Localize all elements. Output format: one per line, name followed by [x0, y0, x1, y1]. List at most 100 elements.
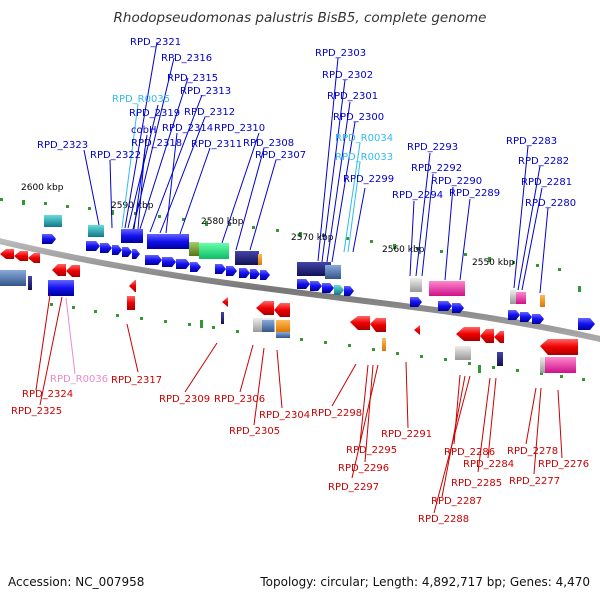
- gene-box: [325, 265, 341, 279]
- gene-arrow: [297, 279, 310, 289]
- gene-label[interactable]: RPD_2288: [418, 514, 469, 525]
- gene-arrow: [250, 269, 260, 279]
- gene-label[interactable]: RPD_2284: [463, 459, 514, 470]
- gene-label[interactable]: RPD_2286: [444, 447, 495, 458]
- gene-arrow: [28, 253, 40, 263]
- gene-label[interactable]: RPD_2282: [518, 156, 569, 167]
- gene-label[interactable]: RPD_2325: [11, 406, 62, 417]
- gene-label[interactable]: RPD_2293: [407, 142, 458, 153]
- gene-arrow: [520, 312, 532, 322]
- gene-label[interactable]: RPD_R0035: [112, 94, 170, 105]
- gene-label[interactable]: cobH: [131, 125, 156, 136]
- gene-box: [48, 280, 74, 296]
- gene-label[interactable]: RPD_R0036: [50, 374, 108, 385]
- gene-label[interactable]: RPD_R0033: [335, 152, 393, 163]
- gene-label[interactable]: RPD_2310: [214, 123, 265, 134]
- gene-arrow: [86, 241, 100, 251]
- gene-label[interactable]: RPD_2311: [191, 139, 242, 150]
- gene-label[interactable]: RPD_2285: [451, 478, 502, 489]
- gene-label[interactable]: RPD_2295: [346, 445, 397, 456]
- gene-arrow: [162, 257, 176, 267]
- gene-label[interactable]: RPD_2297: [328, 482, 379, 493]
- gene-label[interactable]: RPD_2319: [129, 108, 180, 119]
- forward-features: [42, 215, 595, 330]
- gene-label[interactable]: RPD_2300: [333, 112, 384, 123]
- gene-label[interactable]: RPD_2283: [506, 136, 557, 147]
- gene-label[interactable]: RPD_2322: [90, 150, 141, 161]
- gene-label[interactable]: RPD_2309: [159, 394, 210, 405]
- gene-label[interactable]: RPD_2276: [538, 459, 589, 470]
- gene-label[interactable]: RPD_2312: [184, 107, 235, 118]
- gene-box: [127, 296, 135, 310]
- gene-box: [121, 229, 143, 243]
- gene-box: [221, 312, 224, 324]
- gene-arrow: [239, 268, 250, 278]
- gene-arrow: [508, 310, 520, 320]
- gene-label[interactable]: RPD_2308: [243, 138, 294, 149]
- gene-label[interactable]: RPD_2287: [431, 496, 482, 507]
- gene-label[interactable]: RPD_2291: [381, 429, 432, 440]
- gene-arrow: [100, 243, 112, 253]
- gene-box: [455, 346, 471, 360]
- gene-label[interactable]: RPD_2294: [392, 190, 443, 201]
- gene-box: [497, 352, 503, 366]
- gene-label[interactable]: RPD_2315: [167, 73, 218, 84]
- gene-label[interactable]: RPD_2317: [111, 375, 162, 386]
- gene-label[interactable]: RPD_2280: [525, 198, 576, 209]
- gene-arrow: [310, 281, 322, 291]
- gene-label[interactable]: RPD_2313: [180, 86, 231, 97]
- genome-backbone: [0, 238, 600, 342]
- gene-label[interactable]: RPD_2278: [507, 446, 558, 457]
- gene-box: [540, 357, 545, 373]
- gene-label[interactable]: RPD_2298: [311, 408, 362, 419]
- gene-label[interactable]: RPD_2296: [338, 463, 389, 474]
- scale-mark-2570: 2570 kbp: [291, 233, 334, 243]
- gene-arrow: [350, 316, 370, 330]
- scale-mark-2600: 2600 kbp: [21, 183, 64, 193]
- gene-label[interactable]: RPD_2301: [327, 91, 378, 102]
- gene-label[interactable]: RPD_2305: [229, 426, 280, 437]
- gene-label[interactable]: RPD_2316: [161, 53, 212, 64]
- gene-box: [44, 215, 62, 227]
- gene-box: [262, 320, 274, 332]
- gene-label[interactable]: RPD_2307: [255, 150, 306, 161]
- gene-label[interactable]: RPD_2323: [37, 140, 88, 151]
- gene-label[interactable]: RPD_2321: [130, 37, 181, 48]
- gene-label[interactable]: RPD_2324: [22, 389, 73, 400]
- gene-label[interactable]: RPD_2289: [449, 188, 500, 199]
- gene-label[interactable]: RPD_2299: [343, 174, 394, 185]
- gene-box: [540, 295, 545, 307]
- scale-mark-2590: 2590 kbp: [111, 201, 154, 211]
- gene-arrow: [370, 318, 386, 332]
- gene-label[interactable]: RPD_2318: [131, 138, 182, 149]
- gene-label[interactable]: RPD_2303: [315, 48, 366, 59]
- gene-arrow: [410, 297, 422, 307]
- reverse-features: [0, 249, 578, 373]
- gene-label[interactable]: RPD_2302: [322, 70, 373, 81]
- forward-leader-lines: [83, 41, 549, 294]
- gene-arrow: [145, 255, 162, 265]
- gene-label[interactable]: RPD_2281: [521, 177, 572, 188]
- gene-arrow: [438, 301, 452, 311]
- gene-arrow: [112, 245, 122, 255]
- gene-label[interactable]: RPD_2290: [431, 176, 482, 187]
- scale-mark-2580: 2580 kbp: [201, 217, 244, 227]
- gene-label[interactable]: RPD_2314: [162, 123, 213, 134]
- gene-label[interactable]: RPD_2304: [259, 410, 310, 421]
- gene-label[interactable]: RPD_2306: [214, 394, 265, 405]
- summary-text: Topology: circular; Length: 4,892,717 bp…: [259, 575, 590, 589]
- gene-label[interactable]: RPD_R0034: [335, 133, 393, 144]
- gene-arrow: [42, 234, 56, 244]
- gene-arrow: [52, 264, 66, 276]
- scale-labels: 2600 kbp 2590 kbp 2580 kbp 2570 kbp 2560…: [21, 183, 515, 268]
- gene-arrow: [129, 280, 136, 292]
- gene-arrow: [456, 327, 480, 341]
- gene-arrow: [414, 325, 420, 335]
- gene-arrow: [256, 301, 274, 315]
- gene-label[interactable]: RPD_2277: [509, 476, 560, 487]
- scale-mark-2560: 2560 kbp: [382, 245, 425, 255]
- gene-label[interactable]: RPD_2292: [411, 163, 462, 174]
- gene-arrow: [480, 329, 494, 343]
- gene-arrow: [260, 270, 270, 280]
